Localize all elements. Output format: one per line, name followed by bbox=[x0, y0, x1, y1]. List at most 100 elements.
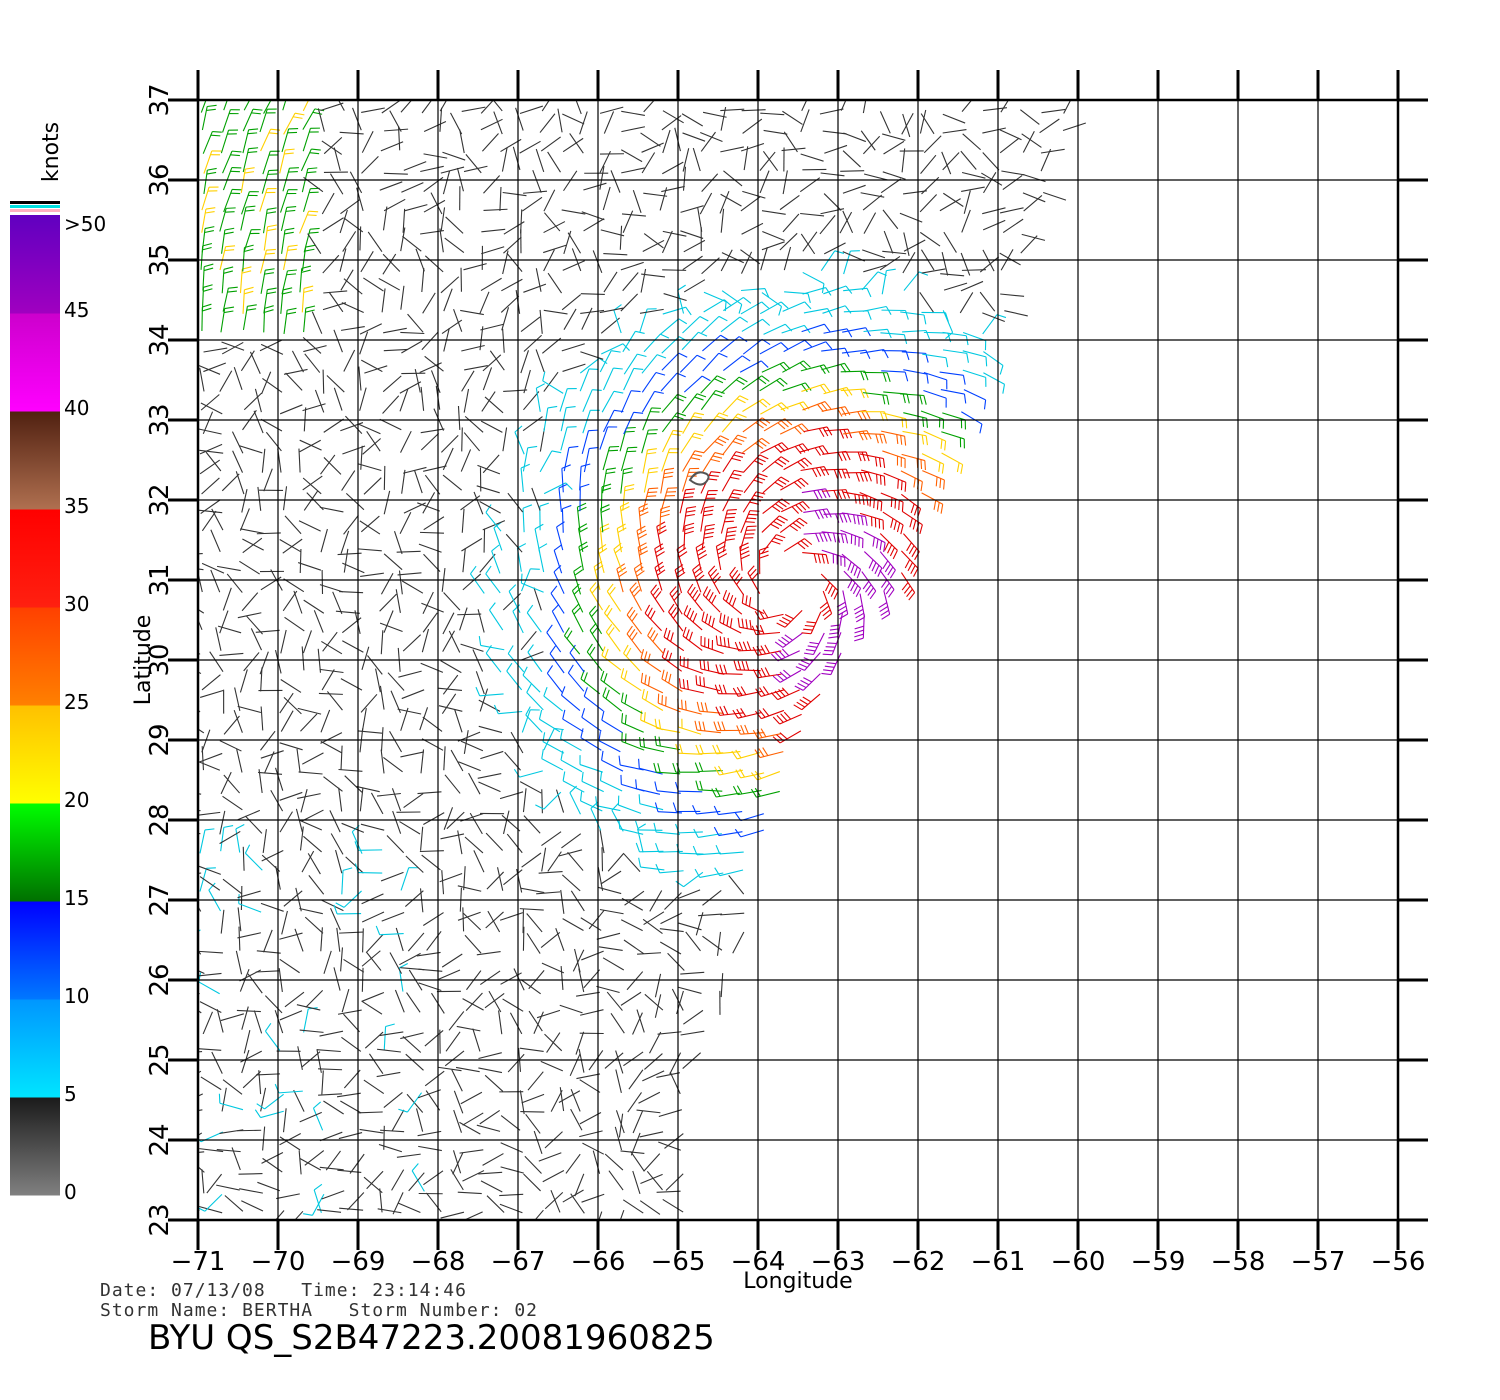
barb-staff bbox=[383, 348, 408, 352]
barb-feather bbox=[230, 154, 240, 157]
wind-barb bbox=[397, 572, 422, 576]
wind-barb bbox=[720, 108, 745, 112]
barb-staff bbox=[209, 651, 224, 672]
wind-barb bbox=[402, 208, 406, 233]
barb-feather bbox=[694, 868, 701, 878]
barb-staff bbox=[304, 1150, 325, 1166]
barb-staff bbox=[389, 952, 403, 974]
wind-barb bbox=[402, 235, 422, 252]
barb-staff bbox=[640, 132, 661, 147]
barb-feather bbox=[839, 513, 844, 523]
barb-feather bbox=[692, 805, 697, 815]
barb-feather bbox=[527, 445, 538, 449]
wind-barb bbox=[720, 106, 727, 131]
barb-feather bbox=[731, 473, 742, 477]
barb-feather bbox=[867, 587, 874, 596]
wind-barb bbox=[417, 1089, 441, 1099]
barb-staff bbox=[983, 372, 1005, 385]
barb-feather bbox=[595, 796, 598, 806]
barb-feather bbox=[866, 496, 869, 506]
barb-staff bbox=[503, 869, 523, 886]
barb-feather bbox=[714, 378, 724, 384]
wind-barb bbox=[205, 451, 222, 472]
wind-barb bbox=[520, 463, 530, 493]
barb-feather bbox=[640, 649, 645, 659]
barb-feather bbox=[686, 607, 692, 618]
barb-staff bbox=[743, 146, 749, 171]
barb-feather bbox=[704, 702, 708, 712]
barb-feather bbox=[886, 395, 890, 405]
barb-feather bbox=[635, 330, 645, 334]
barb-staff bbox=[741, 222, 764, 235]
wind-barb bbox=[237, 890, 261, 899]
barb-staff bbox=[238, 1173, 263, 1175]
wind-barb bbox=[761, 361, 791, 373]
barb-staff bbox=[210, 569, 221, 593]
barb-feather bbox=[762, 609, 769, 619]
barb-feather bbox=[847, 561, 852, 571]
barb-staff bbox=[719, 869, 744, 877]
barb-staff bbox=[321, 1070, 324, 1095]
barb-staff bbox=[720, 336, 740, 353]
barb-staff bbox=[760, 247, 768, 271]
wind-barb bbox=[983, 172, 997, 194]
wind-barb bbox=[403, 793, 424, 808]
barb-staff bbox=[303, 835, 322, 853]
barb-staff bbox=[536, 1009, 561, 1019]
barb-feather bbox=[307, 167, 318, 170]
barb-staff bbox=[401, 469, 406, 494]
barb-staff bbox=[630, 1150, 645, 1172]
colorbar-segment bbox=[10, 313, 60, 412]
wind-barb bbox=[284, 616, 305, 632]
wind-barb bbox=[662, 1198, 684, 1213]
barb-staff bbox=[643, 1153, 661, 1172]
wind-barb bbox=[620, 261, 644, 271]
barb-staff bbox=[395, 589, 401, 613]
barb-staff bbox=[473, 491, 484, 515]
wind-barb bbox=[515, 107, 524, 131]
wind-barb bbox=[478, 1052, 502, 1060]
wind-barb bbox=[460, 643, 484, 652]
wind-barb bbox=[782, 170, 788, 195]
wind-barb bbox=[920, 154, 937, 174]
barb-staff bbox=[419, 850, 444, 853]
barb-staff bbox=[999, 252, 1021, 266]
wind-barb bbox=[364, 1031, 384, 1049]
wind-barb bbox=[596, 932, 621, 940]
wind-barb bbox=[395, 589, 401, 613]
barb-staff bbox=[343, 890, 362, 908]
barb-feather bbox=[589, 646, 596, 656]
wind-barb bbox=[618, 819, 644, 835]
wind-barb bbox=[619, 225, 623, 250]
barb-staff bbox=[279, 404, 303, 415]
barb-staff bbox=[482, 354, 502, 372]
barb-staff bbox=[641, 429, 649, 454]
barb-staff bbox=[641, 142, 664, 153]
barb-staff bbox=[488, 990, 502, 1013]
wind-barb bbox=[221, 227, 235, 254]
barb-feather bbox=[722, 614, 726, 625]
wind-barb bbox=[623, 644, 641, 672]
barb-feather bbox=[749, 568, 757, 577]
wind-barb bbox=[343, 958, 365, 973]
barb-staff bbox=[379, 933, 404, 936]
barb-staff bbox=[883, 140, 905, 155]
barb-feather bbox=[714, 766, 720, 776]
barb-feather bbox=[806, 621, 816, 624]
barb-feather bbox=[723, 299, 732, 307]
barb-staff bbox=[379, 593, 397, 612]
barb-staff bbox=[535, 388, 541, 412]
barb-staff bbox=[464, 836, 484, 854]
wind-barb bbox=[485, 832, 504, 851]
barb-feather bbox=[740, 708, 747, 717]
wind-barb bbox=[261, 371, 272, 395]
barb-feather bbox=[485, 565, 492, 575]
wind-barb bbox=[521, 1093, 545, 1104]
barb-feather bbox=[926, 374, 929, 384]
wind-barb bbox=[382, 253, 401, 272]
barb-staff bbox=[423, 199, 446, 213]
barb-staff bbox=[255, 970, 280, 973]
wind-barb bbox=[341, 988, 350, 1013]
wind-barb bbox=[586, 643, 603, 672]
barb-staff bbox=[1001, 170, 1026, 176]
